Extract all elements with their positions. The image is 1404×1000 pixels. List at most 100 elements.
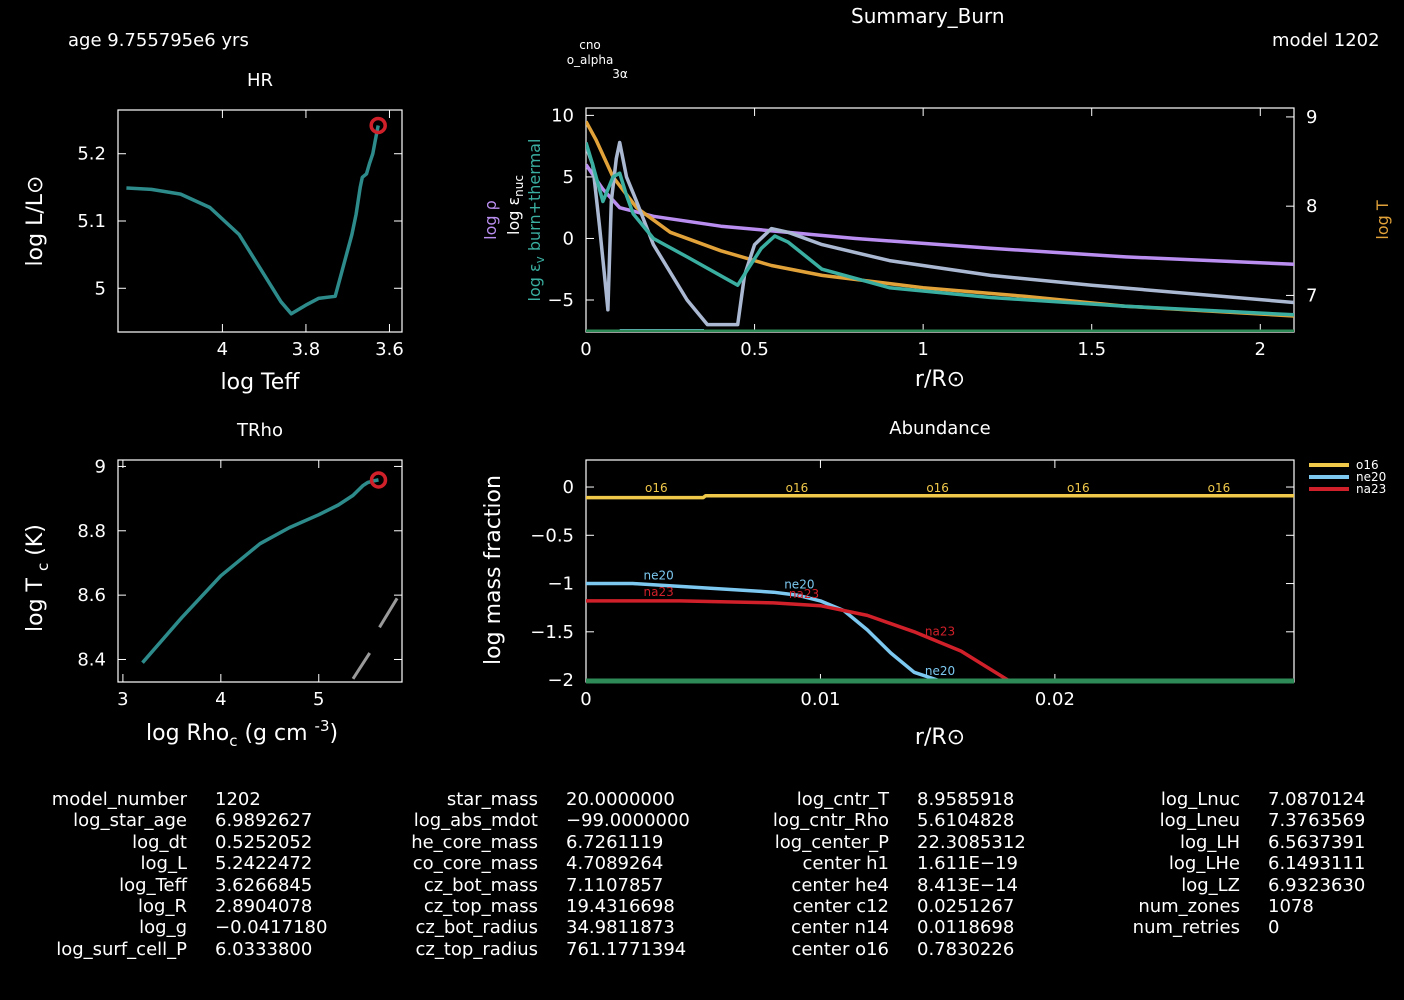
table-row: he_core_mass 6.7261119 (355, 832, 716, 853)
table-row: log_Lneu 7.3763569 (1090, 810, 1404, 831)
table-col-3: log_cntr_T 8.9585918 log_cntr_Rho 5.6104828… (705, 789, 1067, 960)
abundance-chart: 0 0.01 0.02 −2 −1.5 −1 −0.5 0 Abundance r/R⊙ log m… (481, 418, 1386, 750)
table-row: log_LZ 6.9323630 (1090, 875, 1404, 896)
table-key: cz_bot_radius (415, 917, 538, 939)
hr-ylabel: log L/L⊙ (23, 176, 48, 267)
abundance-inline-label: na23 (644, 585, 674, 599)
table-key: num_retries (1132, 917, 1240, 939)
x-tick-label: 5 (313, 689, 324, 710)
y-tick-label: −5 (547, 290, 574, 311)
table-key: star_mass (446, 789, 538, 810)
y-tick-label: 5 (95, 278, 106, 299)
table-row: log_cntr_T 8.9585918 (705, 789, 1067, 810)
summary_burn-chart: 0 0.5 1 1.5 2 −5 0 5 10 7 8 9 r/R⊙ log T log ρ log εnuc… (481, 38, 1392, 392)
table-key: co_core_mass (412, 853, 538, 875)
trho-chart: 3 4 5 8.4 8.6 8.8 9 TRho log Rhoc (g cm -3) log T… (23, 420, 403, 750)
table-key: center h1 (802, 853, 890, 875)
table-key: he_core_mass (411, 831, 538, 853)
abundance-inline-label: o16 (645, 481, 668, 495)
table-row: num_retries 0 (1090, 917, 1404, 938)
y-tick-label: 8.6 (77, 585, 106, 606)
legend-label: na23 (1356, 482, 1386, 496)
table-value: 3.6266845 (215, 874, 313, 896)
table-value: 6.7261119 (566, 831, 664, 853)
table-key: cz_top_radius (415, 938, 538, 960)
y-tick-label: −1.5 (530, 622, 574, 643)
table-row: center c12 0.0251267 (705, 896, 1067, 917)
abundance-inline-label: o16 (926, 481, 949, 495)
table-row: log_LHe 6.1493111 (1090, 853, 1404, 874)
abundance-series-line (586, 581, 939, 682)
y-tick-label: 0 (563, 477, 574, 498)
y-tick-label: 8.8 (77, 521, 106, 542)
model-label: model 1202 (1272, 30, 1380, 51)
table-row: log_cntr_Rho 5.6104828 (705, 810, 1067, 831)
table-key: num_zones (1138, 896, 1240, 918)
summary_burn-frame (585, 107, 1295, 333)
table-value: 20.0000000 (566, 789, 675, 810)
table-value: 0.7830226 (917, 938, 1015, 960)
y-right-tick-label: 7 (1306, 285, 1317, 306)
table-value: 2.8904078 (215, 896, 313, 918)
table-row: num_zones 1078 (1090, 896, 1404, 917)
table-key: center o16 (791, 938, 889, 960)
table-row: log_R 2.8904078 (0, 896, 365, 917)
x-tick-label: 0.02 (1035, 689, 1075, 710)
hr-xlabel: log Teff (221, 370, 301, 395)
table-value: 7.0870124 (1268, 789, 1366, 810)
table-value: 5.6104828 (917, 810, 1015, 832)
hr-current-marker (369, 116, 387, 135)
hr-title: HR (247, 70, 273, 91)
table-row: log_center_P 22.3085312 (705, 832, 1067, 853)
abundance-inline-label: o16 (1208, 481, 1231, 495)
x-tick-label: 3.6 (375, 339, 404, 360)
summary-series-line (586, 140, 1294, 327)
table-row: cz_top_mass 19.4316698 (355, 896, 716, 917)
table-value: 8.413E−14 (917, 874, 1018, 896)
table-key: log_LHe (1168, 853, 1240, 875)
trho-frame (117, 459, 403, 683)
y-right-tick-label: 8 (1306, 196, 1317, 217)
table-value: 34.9811873 (566, 917, 675, 939)
summary-lines (586, 120, 1294, 332)
hr-frame (117, 109, 403, 333)
table-row: model_number 1202 (0, 789, 365, 810)
abundance-inline-label: o16 (786, 481, 809, 495)
table-value: 6.9892627 (215, 810, 313, 832)
table-key: log_L (140, 853, 187, 875)
age-label: age 9.755795e6 yrs (68, 30, 249, 51)
table-value: 6.9323630 (1268, 874, 1366, 896)
table-value: 7.1107857 (566, 874, 664, 896)
abundance-series-line (586, 493, 1294, 500)
table-row: log_dt 0.5252052 (0, 832, 365, 853)
table-value: 1.611E−19 (917, 853, 1018, 875)
table-col-4: log_Lnuc 7.0870124 log_Lneu 7.3763569 log_LH… (1090, 789, 1404, 939)
table-value: 19.4316698 (566, 896, 675, 918)
y-tick-label: 0 (563, 228, 574, 249)
summary-xlabel: r/R⊙ (915, 367, 965, 392)
y-tick-label: −1 (547, 574, 574, 595)
table-value: 4.7089264 (566, 853, 664, 875)
table-key: cz_bot_mass (423, 874, 538, 896)
x-tick-label: 0.01 (800, 689, 840, 710)
table-key: log_surf_cell_P (56, 938, 187, 960)
table-key: log_center_P (774, 831, 889, 853)
table-key: model_number (51, 789, 187, 810)
y-tick-label: 8.4 (77, 649, 106, 670)
y-tick-label: −2 (547, 670, 574, 691)
table-value: 0.0118698 (917, 917, 1015, 939)
table-key: log_g (139, 917, 187, 939)
table-value: 6.1493111 (1268, 853, 1366, 875)
y-tick-label: 5.2 (77, 144, 106, 165)
table-key: cz_top_mass (423, 896, 538, 918)
table-value: 6.0333800 (215, 938, 313, 960)
abundance-inline-label: ne20 (644, 569, 674, 583)
x-tick-label: 4 (217, 339, 228, 360)
trho-grey-line (378, 597, 399, 629)
table-row: star_mass 20.0000000 (355, 789, 716, 810)
table-row: log_surf_cell_P 6.0333800 (0, 939, 365, 960)
table-row: center n14 0.0118698 (705, 917, 1067, 938)
summary-series-line (586, 141, 1294, 317)
page-title: Summary_Burn (851, 4, 1005, 28)
